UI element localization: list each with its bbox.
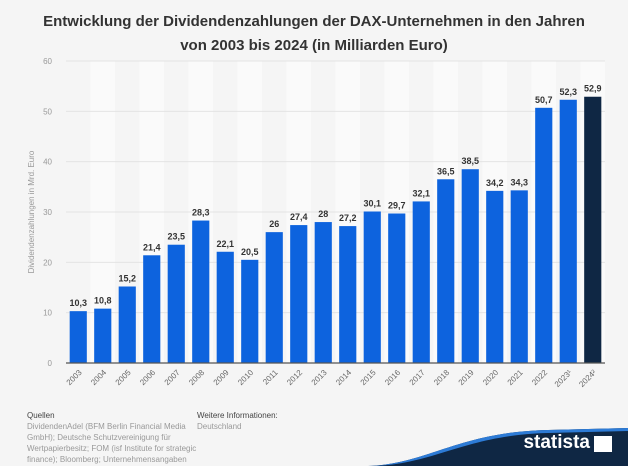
- x-tick-label: 2015: [359, 368, 378, 387]
- data-label: 34,3: [510, 177, 528, 187]
- bar: [461, 169, 479, 363]
- sources-label: Quellen: [27, 411, 55, 420]
- statista-logo-icon: [594, 436, 612, 452]
- bar: [216, 251, 234, 363]
- x-tick-label: 2011: [261, 368, 280, 387]
- data-label: 30,1: [363, 198, 381, 208]
- bar: [437, 179, 455, 363]
- data-label: 27,2: [339, 213, 357, 223]
- source-line: Wertpapierbesitz; FOM (isf Institute for…: [27, 444, 197, 453]
- bar: [363, 211, 381, 363]
- data-label: 10,8: [94, 296, 112, 306]
- sources-block: Quellen DividendenAdel (BFM Berlin Finan…: [27, 410, 196, 465]
- x-tick-label: 2005: [114, 368, 133, 387]
- x-tick-label: 2016: [383, 368, 402, 387]
- y-tick-label: 20: [43, 258, 52, 267]
- x-tick-label: 2019: [457, 368, 476, 387]
- x-tick-label: 2010: [236, 368, 255, 387]
- source-line: GmbH); Deutsche Schutzvereinigung für: [27, 433, 171, 442]
- bar: [584, 96, 602, 363]
- info-label[interactable]: Weitere Informationen:: [197, 411, 278, 420]
- source-line: DividendenAdel (BFM Berlin Financial Med…: [27, 422, 186, 431]
- data-label: 20,5: [241, 247, 259, 257]
- x-tick-label: 2022: [530, 368, 549, 387]
- data-label: 15,2: [118, 273, 136, 283]
- x-tick-label: 2021: [506, 368, 525, 387]
- x-tick-label: 2020: [481, 368, 500, 387]
- y-tick-label: 60: [43, 57, 52, 66]
- data-label: 29,7: [388, 201, 406, 211]
- y-tick-label: 10: [43, 309, 52, 318]
- data-label: 52,9: [584, 84, 602, 94]
- info-block: Weitere Informationen: Deutschland: [197, 410, 278, 432]
- x-tick-label: 2013: [310, 368, 329, 387]
- bar: [486, 190, 504, 363]
- title-line-2: von 2003 bis 2024 (in Milliarden Euro): [180, 37, 448, 54]
- bar: [535, 107, 553, 363]
- bar: [388, 213, 406, 363]
- x-tick-label: 2007: [163, 368, 182, 387]
- bar: [94, 308, 112, 363]
- bar: [265, 232, 283, 363]
- bar: [118, 286, 136, 363]
- statista-logo-bg: [368, 428, 628, 466]
- bar: [314, 222, 332, 363]
- bar: [559, 99, 577, 364]
- data-label: 23,5: [167, 232, 185, 242]
- data-label: 26: [269, 219, 279, 229]
- x-tick-label: 2024²: [577, 368, 598, 389]
- x-tick-label: 2003: [65, 368, 84, 387]
- x-tick-label: 2009: [212, 368, 231, 387]
- source-line: finance); Bloomberg; Unternehmensangaben: [27, 455, 187, 464]
- y-axis-label: Dividendenzahlungen in Mrd. Euro: [27, 150, 36, 273]
- bar: [69, 311, 87, 363]
- x-tick-label: 2018: [432, 368, 451, 387]
- data-label: 50,7: [535, 95, 553, 105]
- data-label: 36,5: [437, 166, 455, 176]
- data-label: 28,3: [192, 208, 210, 218]
- bar: [412, 201, 430, 363]
- y-tick-label: 40: [43, 158, 52, 167]
- data-label: 52,3: [559, 87, 577, 97]
- x-tick-label: 2004: [89, 368, 108, 387]
- data-label: 28: [318, 209, 328, 219]
- statista-brand[interactable]: statista: [523, 432, 590, 453]
- bar: [510, 190, 528, 363]
- chart-title: Entwicklung der Dividendenzahlungen der …: [0, 10, 628, 58]
- data-label: 32,1: [412, 188, 430, 198]
- data-label: 38,5: [461, 156, 479, 166]
- data-label: 27,4: [290, 212, 308, 222]
- data-label: 22,1: [216, 239, 234, 249]
- y-tick-label: 0: [48, 359, 53, 368]
- x-tick-label: 2023¹: [553, 368, 574, 389]
- bar-chart: 0 10 20 30 40 50 60 Dividendenzahlungen in Mrd.…: [27, 57, 605, 389]
- info-value: Deutschland: [197, 422, 242, 431]
- x-tick-label: 2017: [408, 368, 427, 387]
- x-tick-label: 2012: [285, 368, 304, 387]
- bar: [339, 226, 357, 363]
- title-line-1: Entwicklung der Dividendenzahlungen der …: [43, 13, 585, 30]
- bar: [143, 255, 161, 363]
- data-label: 21,4: [143, 242, 161, 252]
- bar: [167, 244, 185, 363]
- data-label: 34,2: [486, 178, 504, 188]
- bar: [241, 259, 259, 363]
- bar: [290, 225, 308, 363]
- x-tick-label: 2008: [187, 368, 206, 387]
- x-tick-label: 2014: [334, 368, 353, 387]
- x-tick-label: 2006: [138, 368, 157, 387]
- data-label: 10,3: [69, 298, 87, 308]
- bar: [192, 220, 210, 363]
- y-tick-label: 30: [43, 208, 52, 217]
- y-tick-label: 50: [43, 107, 52, 116]
